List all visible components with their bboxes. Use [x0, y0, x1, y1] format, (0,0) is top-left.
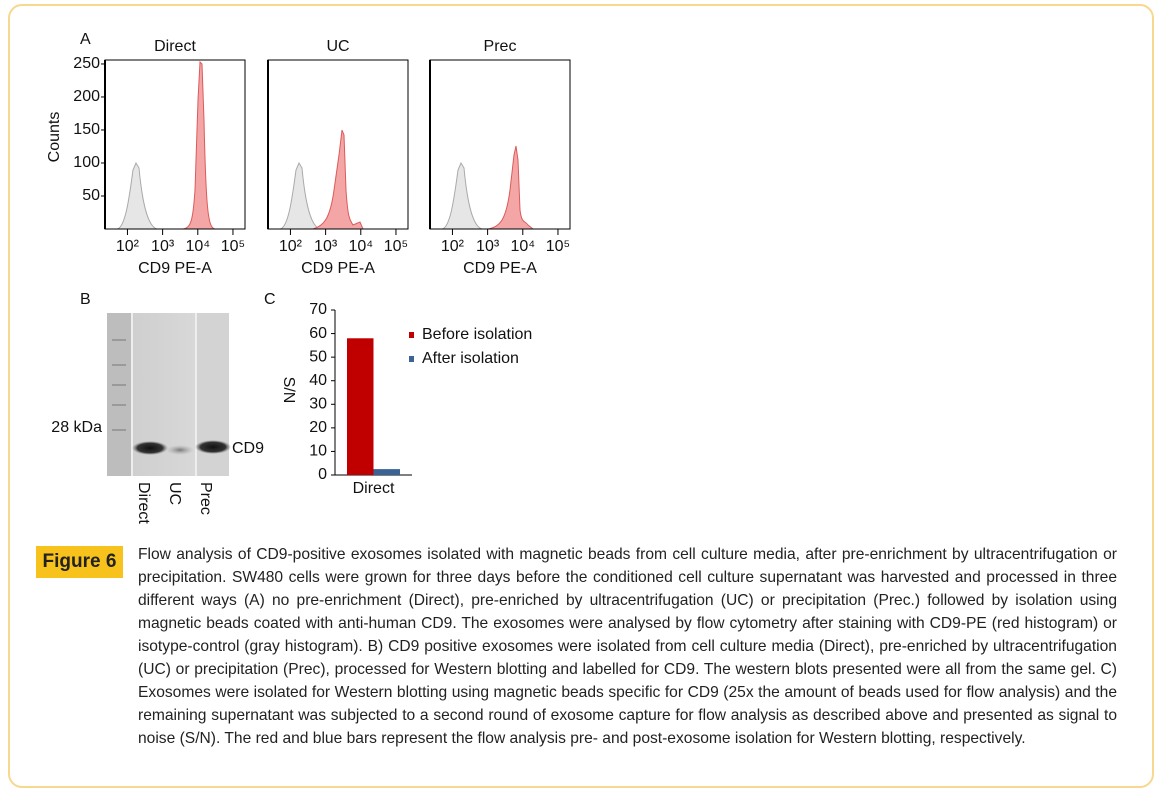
lane-label: Direct [135, 482, 152, 524]
x-tick-label: 10² [116, 238, 140, 255]
x-tick-label: 10⁵ [221, 238, 245, 255]
y-tick-label: 250 [73, 55, 100, 72]
panel-title: Prec [484, 38, 517, 55]
x-tick-label: Direct [353, 480, 395, 497]
histogram-uc [279, 129, 364, 230]
plot-frame [429, 59, 571, 230]
x-axis-label: CD9 PE-A [463, 260, 537, 277]
x-tick-label: 10⁵ [384, 238, 408, 255]
legend-swatch [409, 332, 414, 338]
y-tick-label: 50 [82, 187, 100, 204]
x-tick-label: 10⁴ [185, 238, 210, 255]
legend-label: After isolation [422, 350, 519, 367]
band-label: CD9 [232, 440, 264, 457]
histogram-direct [116, 60, 216, 230]
frame [8, 4, 1154, 788]
marker-label: 28 kDa [51, 419, 102, 436]
y-tick-label: 0 [318, 466, 327, 483]
x-axis-label: CD9 PE-A [138, 260, 212, 277]
caption: Flow analysis of CD9-positive exosomes i… [138, 546, 1117, 747]
histogram-prec [441, 145, 535, 230]
y-tick-label: 10 [309, 443, 327, 460]
panel-label: A [80, 31, 91, 48]
x-tick-label: 10² [441, 238, 465, 255]
y-tick-label: 200 [73, 88, 100, 105]
x-tick-label: 10³ [151, 238, 175, 255]
x-tick-label: 10² [279, 238, 303, 255]
x-tick-label: 10⁴ [510, 238, 535, 255]
y-tick-label: 150 [73, 121, 100, 138]
y-tick-label: 60 [309, 325, 327, 342]
panel-title: Direct [154, 38, 196, 55]
y-tick-label: 70 [309, 301, 327, 318]
y-tick-label: 20 [309, 419, 327, 436]
y-axis-label: S/N [280, 377, 297, 404]
lane-label: UC [166, 482, 183, 505]
western-blot [107, 313, 231, 476]
figure-label: Figure 6 [36, 546, 123, 578]
x-tick-label: 10⁴ [348, 238, 373, 255]
panel-label: C [264, 291, 276, 308]
lane-label: Prec [197, 482, 214, 515]
y-tick-label: 50 [309, 348, 327, 365]
y-axis-label: Counts [46, 112, 63, 163]
plot-frame [104, 59, 246, 230]
y-tick-label: 100 [73, 154, 100, 171]
bar [347, 338, 374, 475]
x-tick-label: 10⁵ [546, 238, 570, 255]
legend-label: Before isolation [422, 326, 532, 343]
panel-title: UC [326, 38, 349, 55]
x-axis-label: CD9 PE-A [301, 260, 375, 277]
legend-swatch [409, 356, 414, 362]
x-tick-label: 10³ [314, 238, 338, 255]
y-tick-label: 40 [309, 372, 327, 389]
y-tick-label: 30 [309, 396, 327, 413]
x-tick-label: 10³ [476, 238, 500, 255]
bar [373, 469, 400, 475]
panel-label: B [80, 291, 91, 308]
